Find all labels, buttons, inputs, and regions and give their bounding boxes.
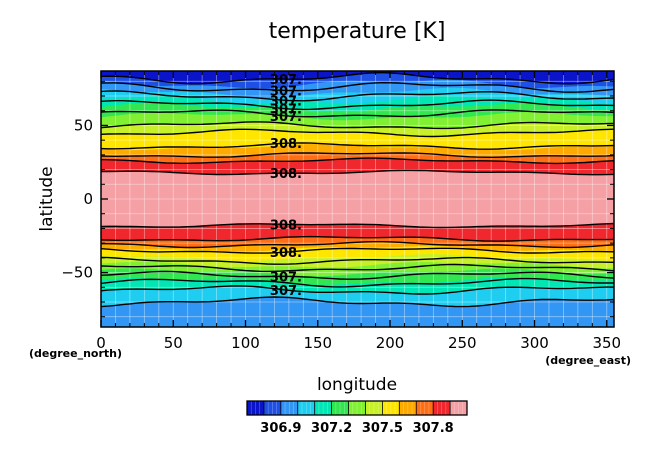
contour-line — [101, 142, 614, 150]
color-bands — [101, 71, 614, 327]
x-tick-label: 200 — [376, 334, 405, 352]
contour-label: 308. — [270, 167, 302, 182]
contour-line — [101, 71, 614, 85]
colorbar-swatch — [297, 401, 315, 415]
contour-label: 308. — [270, 137, 302, 152]
x-tick-label: 50 — [164, 334, 183, 352]
x-tick-label: 150 — [303, 334, 332, 352]
contour-line — [101, 235, 614, 242]
contour-line — [101, 270, 614, 280]
contour-label: 307. — [270, 110, 302, 125]
contour-line — [101, 247, 614, 254]
colorbar-swatch — [399, 401, 417, 415]
contour-line — [101, 277, 614, 288]
colorbar-tick-labels: 306.9 307.2 307.5 307.8 — [260, 421, 453, 436]
y-tick-label: 0 — [83, 190, 93, 208]
colorbar-swatch — [314, 401, 332, 415]
contour-label: 307. — [270, 270, 302, 285]
x-axis-label: longitude — [317, 375, 397, 395]
contour-label: 307. — [270, 284, 302, 299]
colorbar-swatch — [365, 401, 383, 415]
contour-label: 308. — [270, 246, 302, 261]
x-tick-label: 100 — [231, 334, 260, 352]
contour-line — [101, 109, 614, 118]
contour-line — [101, 121, 614, 130]
x-tick-label: 250 — [448, 334, 477, 352]
colorbar — [246, 400, 468, 416]
y-axis-label: latitude — [37, 166, 57, 231]
contour-line — [101, 152, 614, 159]
colorbar-swatch — [382, 401, 400, 415]
colorbar-swatch — [280, 401, 299, 415]
contour-line — [101, 222, 614, 229]
colorbar-tick-label: 307.2 — [311, 421, 352, 436]
colorbar-swatch — [433, 401, 451, 415]
y-axis-ticks: −50 0 50 — [61, 80, 614, 318]
contour-line — [101, 256, 614, 265]
contour-label: 307. — [270, 103, 302, 118]
contour-line — [101, 169, 614, 176]
contour-label: 307. — [270, 94, 302, 109]
y-unit-label: (degree_north) — [29, 347, 122, 360]
colorbar-swatch — [348, 401, 366, 415]
chart-title: temperature [K] — [269, 19, 446, 44]
colorbar-tick-label: 307.8 — [413, 421, 454, 436]
contour-line — [101, 128, 614, 138]
colorbar-swatch — [331, 401, 349, 415]
contour-line — [101, 99, 614, 111]
contour-line — [101, 285, 614, 295]
colorbar-swatch — [263, 401, 282, 415]
contour-line — [101, 241, 614, 249]
contour-lines — [101, 71, 614, 308]
colorbar-swatch — [416, 401, 434, 415]
x-tick-label: 350 — [592, 334, 621, 352]
colorbar-swatch — [247, 401, 265, 415]
contour-line — [101, 296, 614, 308]
x-tick-label: 300 — [520, 334, 549, 352]
contour-label: 307. — [270, 84, 302, 99]
contour-line — [101, 157, 614, 165]
y-tick-label: −50 — [61, 264, 93, 282]
colorbar-frame — [246, 400, 468, 416]
x-axis-ticks: 0 50 100 150 200 250 300 350 — [96, 71, 621, 352]
contour-labels: 307.307.307.307.307.308.308.308.308.307.… — [270, 73, 302, 299]
colorbar-swatch — [450, 401, 468, 415]
x-tick-label: 0 — [96, 334, 106, 352]
contour-line — [101, 90, 614, 102]
y-tick-label: 50 — [74, 116, 93, 134]
plot-area — [101, 71, 614, 327]
contour-label: 307. — [270, 73, 302, 88]
contour-line — [101, 263, 614, 273]
contour-label: 308. — [270, 218, 302, 233]
colorbar-tick-label: 306.9 — [260, 421, 301, 436]
contour-line — [101, 81, 614, 93]
x-unit-label: (degree_east) — [545, 354, 631, 367]
colorbar-tick-label: 307.5 — [362, 421, 403, 436]
